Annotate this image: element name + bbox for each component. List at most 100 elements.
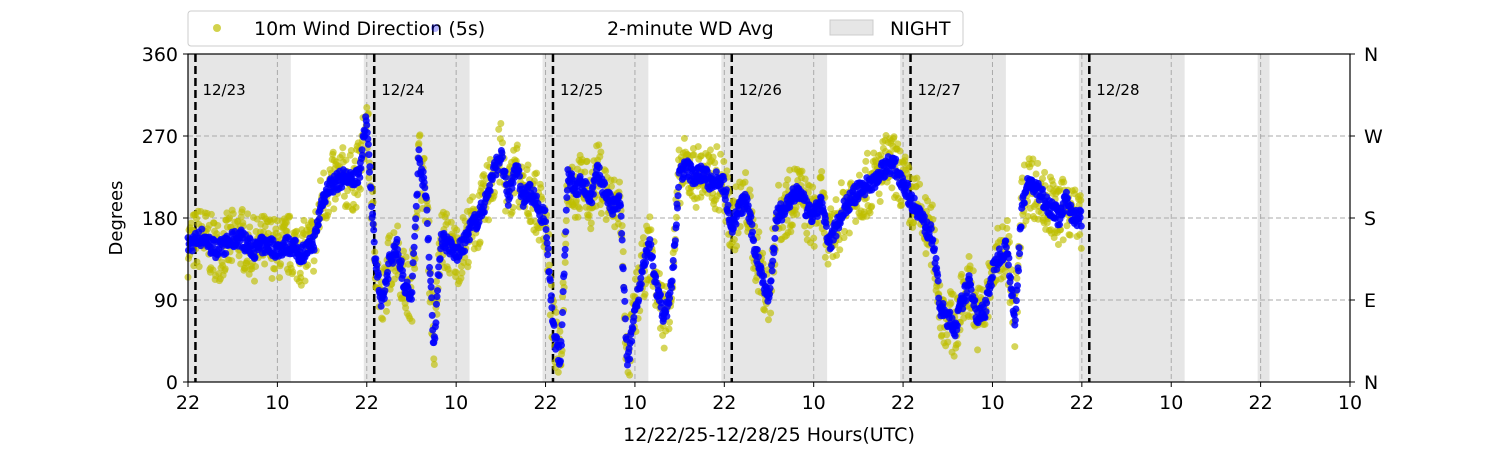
point-2min-avg [601,180,609,188]
point-2min-avg [1017,223,1025,231]
point-5s [464,258,472,266]
point-2min-avg [313,227,321,235]
point-5s [289,268,297,276]
point-5s [430,355,438,363]
point-5s [890,133,898,141]
point-5s [1034,159,1042,167]
point-5s [1066,231,1074,239]
point-2min-avg [618,236,626,244]
x-axis-label: 12/22/25-12/28/25 Hours(UTC) [623,424,915,446]
point-2min-avg [372,255,380,263]
point-2min-avg [1013,282,1021,290]
point-5s [924,197,932,205]
point-5s [402,304,410,312]
point-5s [485,216,493,224]
point-2min-avg [314,221,322,229]
point-2min-avg [359,151,367,159]
point-2min-avg [623,361,631,369]
point-2min-avg [251,253,259,261]
point-2min-avg [770,245,778,253]
point-5s [1077,196,1085,204]
point-5s [457,274,465,282]
point-2min-avg [618,230,626,238]
point-5s [340,192,348,200]
y-tick-label: 360 [142,44,178,66]
point-5s [810,234,818,242]
point-2min-avg [358,146,366,154]
point-5s [1071,186,1079,194]
point-2min-avg [562,206,570,214]
point-5s [602,215,610,223]
point-5s [615,178,623,186]
point-5s [943,331,951,339]
point-2min-avg [619,265,627,273]
point-2min-avg [399,271,407,279]
point-5s [1077,244,1085,252]
point-5s [587,225,595,233]
point-2min-avg [725,209,733,217]
point-2min-avg [530,186,538,194]
point-5s [1041,168,1049,176]
point-2min-avg [648,253,656,261]
point-5s [784,176,792,184]
point-5s [187,219,195,227]
x-tick-label: 22 [1070,392,1094,414]
right-tick-label: W [1364,126,1383,148]
point-5s [379,315,387,323]
point-5s [894,140,902,148]
point-5s [351,157,359,165]
point-5s [556,327,564,335]
point-5s [910,219,918,227]
point-2min-avg [666,294,674,302]
point-5s [390,229,398,237]
point-2min-avg [721,195,729,203]
point-5s [193,215,201,223]
point-2min-avg [673,204,681,212]
point-5s [896,147,904,155]
day-markers: 12/23 12/24 12/25 12/26 12/27 12/28 [194,54,1140,382]
point-2min-avg [595,163,603,171]
point-5s [354,191,362,199]
point-5s [761,306,769,314]
point-2min-avg [583,179,591,187]
point-5s [767,309,775,317]
point-5s [347,147,355,155]
point-5s [852,218,860,226]
point-2min-avg [364,135,372,143]
point-5s [947,299,955,307]
point-5s [498,139,506,147]
point-2min-avg [750,237,758,245]
point-5s [342,156,350,164]
point-5s [818,168,826,176]
point-5s [585,211,593,219]
point-5s [411,264,419,272]
point-5s [954,340,962,348]
point-5s [447,218,455,226]
point-5s [476,238,484,246]
point-5s [897,201,905,209]
point-2min-avg [754,253,762,261]
point-5s [723,167,731,175]
point-5s [562,240,570,248]
x-tick-label: 10 [980,392,1004,414]
point-2min-avg [547,292,555,300]
point-5s [1060,178,1068,186]
right-tick-label: E [1364,290,1376,312]
point-5s [339,144,347,152]
x-tick-label: 22 [533,392,557,414]
point-2min-avg [428,294,436,302]
point-5s [817,173,825,181]
point-5s [618,222,626,230]
point-2min-avg [369,210,377,218]
point-2min-avg [663,312,671,320]
point-2min-avg [377,302,385,310]
point-2min-avg [939,299,947,307]
point-2min-avg [747,213,755,221]
point-2min-avg [515,166,523,174]
point-2min-avg [562,228,570,236]
point-2min-avg [412,202,420,210]
point-5s [717,150,725,158]
point-2min-avg [546,277,554,285]
point-2min-avg [315,215,323,223]
point-2min-avg [198,225,206,233]
